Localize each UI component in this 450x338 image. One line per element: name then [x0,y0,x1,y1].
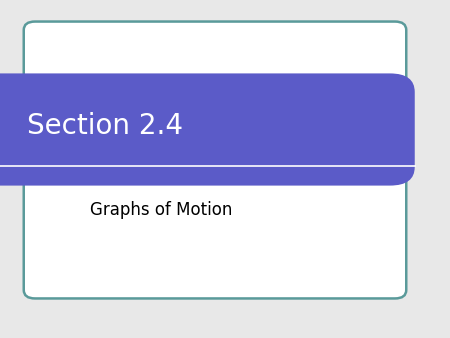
FancyBboxPatch shape [24,22,406,298]
Text: Graphs of Motion: Graphs of Motion [90,201,232,219]
Text: Section 2.4: Section 2.4 [27,112,183,140]
FancyBboxPatch shape [0,73,415,186]
